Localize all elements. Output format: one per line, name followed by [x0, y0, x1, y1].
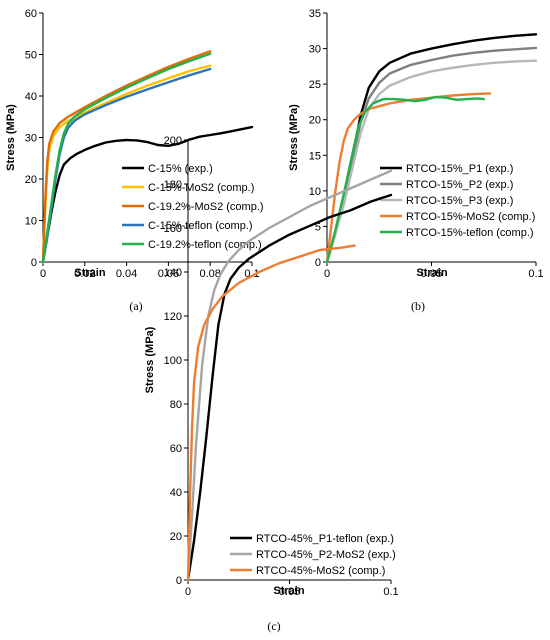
y-tick-label: 80: [170, 399, 182, 411]
y-tick-label: 20: [170, 531, 182, 543]
y-tick-label: 20: [309, 115, 321, 127]
series-line-3: [41, 50, 212, 264]
series-line-1: [186, 193, 393, 582]
legend-entry-4: C-15%-teflon (comp.): [148, 220, 253, 232]
panel-caption: (a): [129, 299, 142, 313]
y-tick-label: 0: [31, 257, 37, 269]
y-tick-label: 5: [315, 221, 321, 233]
x-tick-label: 0.02: [74, 268, 95, 280]
y-axis-label: Stress (MPa): [288, 104, 300, 171]
legend: C-15% (exp.) C-15%-MoS2 (comp.) C-19.2%-Mo…: [122, 163, 264, 251]
legend-entry-3: RTCO-15%_P3 (exp.): [406, 195, 513, 207]
legend-entry-3: RTCO-45%-MoS2 (comp.): [256, 565, 385, 577]
y-tick-label: 140: [164, 267, 182, 279]
y-axis-label: Stress (MPa): [5, 104, 17, 171]
x-tick-label: 0.06: [158, 268, 179, 280]
panel-caption: (b): [411, 299, 425, 313]
legend-entry-4: RTCO-15%-MoS2 (comp.): [406, 211, 535, 223]
x-axis-label: Strain: [416, 267, 447, 279]
y-tick-label: 0: [315, 257, 321, 269]
y-tick-label: 35: [309, 8, 321, 20]
y-tick-label: 50: [25, 50, 37, 62]
legend-entry-3: C-19.2%-MoS2 (comp.): [148, 201, 264, 213]
y-tick-label: 60: [170, 443, 182, 455]
x-tick-label: 0.08: [199, 268, 220, 280]
y-tick-label: 30: [25, 133, 37, 145]
legend-entry-5: C-19.2%-teflon (comp.): [148, 239, 262, 251]
y-tick-label: 160: [164, 223, 182, 235]
legend-entry-1: C-15% (exp.): [148, 163, 213, 175]
legend-entry-2: RTCO-45%_P2-MoS2 (exp.): [256, 549, 396, 561]
y-tick-label: 0: [176, 575, 182, 587]
series-line-2: [186, 169, 393, 582]
x-tick-label: 0.05: [421, 268, 442, 280]
series-line-1: [41, 125, 254, 264]
y-tick-label: 10: [309, 186, 321, 198]
x-tick-label: 0: [40, 268, 46, 280]
y-tick-label: 180: [164, 179, 182, 191]
y-tick-label: 40: [25, 91, 37, 103]
legend: RTCO-15%_P1 (exp.) RTCO-15%_P2 (exp.) RTCO…: [380, 163, 535, 239]
y-tick-label: 40: [170, 487, 182, 499]
legend-entry-2: RTCO-15%_P2 (exp.): [406, 179, 513, 191]
legend-entry-1: RTCO-15%_P1 (exp.): [406, 163, 513, 175]
legend: RTCO-45%_P1-teflon (exp.) RTCO-45%_P2-MoS…: [230, 533, 396, 577]
x-axis-label: Strain: [273, 585, 304, 597]
x-tick-label: 0: [185, 586, 191, 598]
y-axis-label: Stress (MPa): [144, 326, 156, 393]
series-line-5: [41, 52, 212, 264]
y-tick-label: 10: [25, 216, 37, 228]
chart-panel-2: 0 5 10 15 20 25 30 35 0 0.05 0.1 Strain Stress (MPa)…: [288, 8, 544, 313]
y-tick-label: 20: [25, 174, 37, 186]
y-tick-label: 60: [25, 8, 37, 20]
y-tick-label: 200: [164, 135, 182, 147]
x-axis-label: Strain: [74, 267, 105, 279]
x-tick-label: 0: [324, 268, 330, 280]
series-line-3: [186, 244, 356, 582]
x-tick-label: 0.1: [383, 586, 398, 598]
y-tick-label: 15: [309, 150, 321, 162]
series-line-3: [325, 59, 538, 264]
x-tick-label: 0.1: [528, 268, 543, 280]
legend-entry-5: RTCO-15%-teflon (comp.): [406, 227, 534, 239]
series-line-4: [325, 92, 492, 264]
y-tick-label: 30: [309, 44, 321, 56]
x-tick-label: 0.04: [116, 268, 137, 280]
panel-caption: (c): [267, 619, 280, 633]
y-tick-label: 25: [309, 79, 321, 91]
y-tick-label: 100: [164, 355, 182, 367]
y-tick-label: 120: [164, 311, 182, 323]
legend-entry-1: RTCO-45%_P1-teflon (exp.): [256, 533, 394, 545]
legend-entry-2: C-15%-MoS2 (comp.): [148, 182, 254, 194]
x-tick-label: 0.05: [279, 586, 300, 598]
series-line-5: [325, 95, 485, 264]
